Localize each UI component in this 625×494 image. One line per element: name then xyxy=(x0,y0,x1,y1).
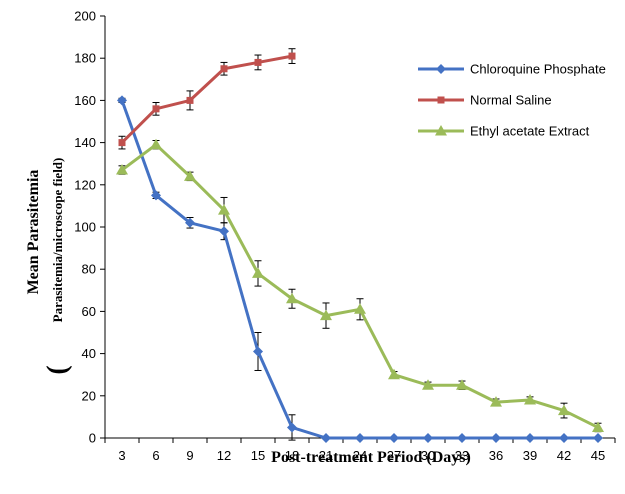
y-axis-title-line1: Mean Parasitemia xyxy=(25,170,42,295)
legend-label-normal-saline: Normal Saline xyxy=(470,93,552,108)
x-tick-label: 21 xyxy=(319,448,333,463)
data-point-chloroquine-phosphate xyxy=(457,433,467,443)
x-tick-label: 6 xyxy=(152,448,159,463)
y-tick-label: 200 xyxy=(74,9,96,24)
data-point-ethyl-acetate-extract xyxy=(388,368,400,380)
data-point-ethyl-acetate-extract xyxy=(252,267,264,278)
data-point-ethyl-acetate-extract xyxy=(524,394,536,405)
x-tick-label: 15 xyxy=(251,448,265,463)
data-point-ethyl-acetate-extract xyxy=(456,379,468,390)
y-tick-label: 140 xyxy=(74,135,96,150)
data-point-chloroquine-phosphate xyxy=(491,433,501,443)
legend: Chloroquine Phosphate Normal Saline Ethyl … xyxy=(418,62,606,139)
data-point-ethyl-acetate-extract xyxy=(116,164,128,175)
y-tick-label: 120 xyxy=(74,177,96,192)
y-tick-label: 40 xyxy=(82,346,96,361)
data-point-chloroquine-phosphate xyxy=(355,433,365,443)
x-tick-label: 12 xyxy=(217,448,231,463)
x-axis-title: Post-treatment Period (Days) xyxy=(271,449,471,466)
series-line-ethyl-acetate-extract xyxy=(121,143,599,429)
data-point-normal-saline xyxy=(254,58,262,66)
data-point-ethyl-acetate-extract xyxy=(286,292,298,304)
x-tick-label: 30 xyxy=(421,448,435,463)
x-tick-label: 33 xyxy=(455,448,469,463)
y-tick-label: 100 xyxy=(74,220,96,235)
x-tick-label: 39 xyxy=(523,448,537,463)
data-point-normal-saline xyxy=(186,96,194,104)
x-tick-label: 24 xyxy=(353,448,367,463)
data-point-ethyl-acetate-extract xyxy=(354,303,366,314)
legend-label-chloroquine-phosphate: Chloroquine Phosphate xyxy=(470,62,606,77)
legend-marker-ethyl-acetate-extract xyxy=(435,125,447,136)
data-point-chloroquine-phosphate xyxy=(423,433,433,443)
x-tick-label: 27 xyxy=(387,448,401,463)
legend-entry-normal-saline: Normal Saline xyxy=(418,93,552,108)
legend-entry-ethyl-acetate-extract: Ethyl acetate Extract xyxy=(418,124,590,139)
data-point-chloroquine-phosphate xyxy=(525,433,535,443)
data-point-ethyl-acetate-extract xyxy=(184,170,196,181)
x-tick-label: 9 xyxy=(186,448,193,463)
y-tick-label: 60 xyxy=(82,304,96,319)
data-point-chloroquine-phosphate xyxy=(185,217,195,228)
data-point-ethyl-acetate-extract xyxy=(490,396,502,407)
legend-label-ethyl-acetate-extract: Ethyl acetate Extract xyxy=(470,124,590,139)
data-point-ethyl-acetate-extract xyxy=(218,204,230,215)
data-point-normal-saline xyxy=(220,65,228,73)
y-tick-label: 180 xyxy=(74,51,96,66)
legend-entry-chloroquine-phosphate: Chloroquine Phosphate xyxy=(418,62,606,77)
data-point-chloroquine-phosphate xyxy=(389,433,399,443)
y-tick-label: 20 xyxy=(82,388,96,403)
data-point-normal-saline xyxy=(152,105,160,113)
data-point-normal-saline xyxy=(118,139,126,147)
x-tick-label: 18 xyxy=(285,448,299,463)
data-point-normal-saline xyxy=(288,52,296,60)
y-tick-label: 0 xyxy=(89,431,96,446)
data-point-chloroquine-phosphate xyxy=(253,346,263,357)
data-point-ethyl-acetate-extract xyxy=(558,404,570,416)
y-axis-ticks: 0 20 40 60 80 100 120 140 160 180 200 xyxy=(74,9,105,446)
y-axis-title-line2: Parasitemia/microscope field) xyxy=(50,158,65,323)
x-tick-label: 42 xyxy=(557,448,571,463)
data-point-chloroquine-phosphate xyxy=(219,226,229,237)
data-point-chloroquine-phosphate xyxy=(593,433,603,443)
y-tick-label: 80 xyxy=(82,262,96,277)
x-tick-label: 36 xyxy=(489,448,503,463)
data-point-chloroquine-phosphate xyxy=(559,433,569,443)
series-lines xyxy=(120,54,599,440)
x-tick-label: 45 xyxy=(591,448,605,463)
data-point-ethyl-acetate-extract xyxy=(150,138,162,150)
x-tick-label: 3 xyxy=(118,448,125,463)
data-point-chloroquine-phosphate xyxy=(287,422,297,433)
y-axis-title-paren: ( xyxy=(42,365,73,374)
legend-marker-normal-saline xyxy=(437,96,445,104)
y-tick-label: 160 xyxy=(74,93,96,108)
data-point-ethyl-acetate-extract xyxy=(320,309,332,321)
data-point-ethyl-acetate-extract xyxy=(422,379,434,390)
series-line-chloroquine-phosphate xyxy=(120,99,598,440)
x-axis-ticks: 3 6 9 12 15 18 21 24 27 30 33 36 39 42 45 xyxy=(104,438,616,463)
data-point-chloroquine-phosphate xyxy=(117,95,127,106)
data-point-ethyl-acetate-extract xyxy=(592,421,604,432)
data-point-chloroquine-phosphate xyxy=(151,190,161,201)
data-point-chloroquine-phosphate xyxy=(321,433,331,443)
series-markers xyxy=(116,52,604,443)
legend-marker-chloroquine-phosphate xyxy=(436,64,446,74)
series-line-normal-saline xyxy=(120,54,293,144)
